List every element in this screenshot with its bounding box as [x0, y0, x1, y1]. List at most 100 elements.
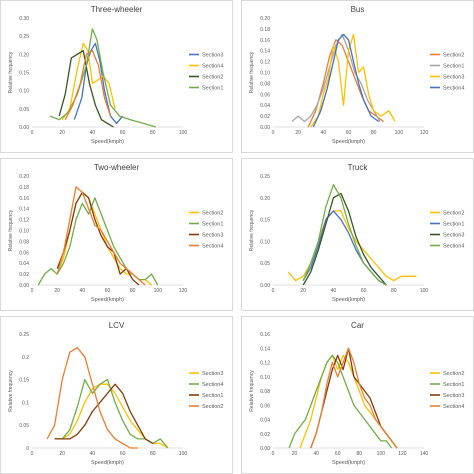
x-axis-label: Speed(kmph) — [332, 297, 365, 303]
y-axis-label: Relative frequency — [8, 51, 14, 93]
legend-label: Section4 — [202, 64, 223, 70]
y-tick-label: 0.05 — [19, 423, 29, 429]
x-axis-label: Speed(kmph) — [91, 297, 124, 303]
y-tick-label: 0.1 — [22, 400, 29, 406]
x-tick-label: 40 — [90, 451, 96, 457]
x-tick-label: 20 — [300, 288, 306, 294]
y-tick-label: 0.06 — [260, 92, 270, 98]
series-line — [46, 347, 138, 449]
x-tick-label: 0 — [31, 451, 34, 457]
x-tick-label: 0 — [272, 451, 275, 457]
chart-title: Two-wheeler — [94, 163, 140, 172]
x-tick-label: 120 — [179, 288, 188, 294]
y-tick-label: 0.02 — [260, 114, 270, 120]
legend-label: Section1 — [443, 222, 464, 228]
x-tick-label: 40 — [313, 451, 319, 457]
legend-label: Section3 — [202, 371, 223, 377]
y-tick-label: 0.10 — [260, 375, 270, 381]
y-axis-label: Relative frequency — [249, 370, 255, 412]
legend-label: Section3 — [202, 53, 223, 59]
y-tick-label: 0.00 — [260, 446, 270, 452]
x-tick-label: 80 — [391, 288, 397, 294]
x-tick-label: 20 — [59, 130, 65, 136]
x-tick-label: 40 — [331, 288, 337, 294]
chart-title: Three-wheeler — [91, 5, 143, 14]
x-tick-label: 60 — [105, 288, 111, 294]
legend-label: Section3 — [443, 75, 464, 81]
y-tick-label: 0.20 — [19, 52, 29, 58]
legend-label: Section2 — [443, 371, 464, 377]
chart-panel-5: LCV 0 0.05 0.1 0.15 0.2 0.25 0 20 40 60 80 100 Speed(… — [0, 316, 233, 474]
chart-panel-6: Car 0.00 0.02 0.04 0.06 0.08 0.10 0.12 0.14 0.16 0… — [241, 316, 474, 474]
legend-label: Section4 — [443, 244, 464, 250]
y-tick-label: 0.04 — [19, 261, 29, 267]
y-tick-label: 0.10 — [260, 239, 270, 245]
chart-title: Bus — [351, 5, 365, 14]
x-tick-label: 60 — [346, 130, 352, 136]
x-tick-label: 0 — [272, 288, 275, 294]
series-line — [73, 42, 124, 125]
y-tick-label: 0.04 — [260, 103, 270, 109]
y-tick-label: 0.25 — [19, 332, 29, 338]
y-tick-label: 0.06 — [260, 403, 270, 409]
x-tick-label: 20 — [54, 288, 60, 294]
y-axis-label: Relative frequency — [8, 209, 14, 251]
y-tick-label: 0.02 — [260, 432, 270, 438]
y-axis-label: Relative frequency — [8, 370, 14, 412]
x-tick-label: 100 — [395, 130, 404, 136]
y-tick-label: 0.16 — [260, 38, 270, 44]
series-line — [307, 39, 385, 128]
y-tick-label: 0.14 — [19, 207, 29, 213]
x-tick-label: 0 — [272, 130, 275, 136]
x-tick-label: 80 — [130, 288, 136, 294]
x-tick-label: 40 — [80, 288, 86, 294]
x-tick-label: 40 — [321, 130, 327, 136]
y-axis-label: Relative frequency — [249, 51, 255, 93]
x-tick-label: 120 — [398, 451, 407, 457]
series-line — [302, 184, 387, 286]
x-tick-label: 60 — [120, 451, 126, 457]
y-tick-label: 0.14 — [260, 49, 270, 55]
x-tick-label: 20 — [59, 451, 65, 457]
x-tick-label: 20 — [292, 451, 298, 457]
legend-label: Section1 — [202, 393, 223, 399]
y-tick-label: 0.18 — [260, 27, 270, 33]
legend-label: Section2 — [202, 75, 223, 81]
y-tick-label: 0.15 — [19, 378, 29, 384]
y-tick-label: 0 — [26, 446, 29, 452]
x-axis-label: Speed(kmph) — [332, 460, 365, 466]
y-tick-label: 0.05 — [260, 261, 270, 267]
series-line — [61, 42, 116, 121]
legend-label: Section4 — [443, 404, 464, 410]
chart-title: Truck — [348, 163, 369, 172]
x-tick-label: 80 — [150, 451, 156, 457]
x-tick-label: 100 — [154, 288, 163, 294]
y-tick-label: 0.00 — [19, 125, 29, 131]
series-line — [56, 186, 146, 286]
x-tick-label: 140 — [420, 451, 429, 457]
legend-label: Section1 — [202, 222, 223, 228]
y-tick-label: 0.30 — [19, 16, 29, 22]
legend-label: Section1 — [443, 64, 464, 70]
legend-label: Section3 — [443, 393, 464, 399]
legend-label: Section2 — [443, 211, 464, 217]
x-tick-label: 20 — [295, 130, 301, 136]
y-tick-label: 0.06 — [19, 250, 29, 256]
y-tick-label: 0.14 — [260, 346, 270, 352]
x-tick-label: 100 — [377, 451, 386, 457]
y-tick-label: 0.25 — [260, 174, 270, 180]
y-tick-label: 0.2 — [22, 355, 29, 361]
series-line — [302, 192, 387, 286]
y-tick-label: 0.00 — [260, 125, 270, 131]
x-tick-label: 0 — [31, 288, 34, 294]
x-tick-label: 40 — [90, 130, 96, 136]
chart-panel-1: Three-wheeler 0.00 0.05 0.10 0.15 0.20 0.25 0.3… — [0, 0, 233, 153]
x-tick-label: 120 — [420, 130, 429, 136]
legend-label: Section4 — [443, 86, 464, 92]
x-tick-label: 80 — [150, 130, 156, 136]
series-line — [49, 28, 156, 128]
y-axis-label: Relative frequency — [249, 209, 255, 251]
y-tick-label: 0.12 — [260, 361, 270, 367]
y-tick-label: 0.18 — [19, 185, 29, 191]
series-line — [64, 50, 112, 121]
